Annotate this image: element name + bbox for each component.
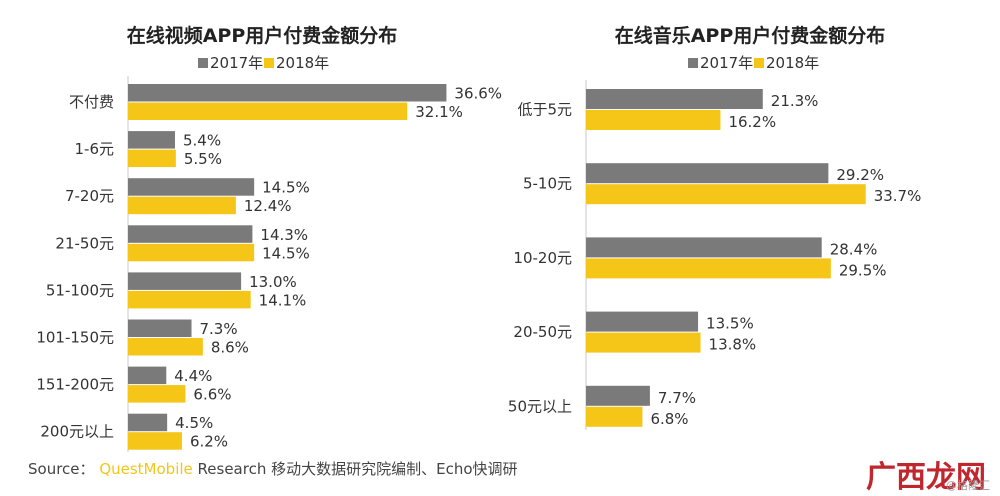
chart-2-bar-2018: [586, 406, 643, 427]
chart-1-bar-2018: [128, 102, 408, 120]
chart-1-data-label: 12.4%: [244, 197, 292, 215]
chart-1-category-label: 200元以上: [40, 423, 114, 441]
chart-1-data-label: 32.1%: [415, 103, 463, 121]
chart-2-data-label: 13.8%: [709, 336, 757, 354]
chart-2-data-label: 13.5%: [706, 315, 754, 333]
chart-1-legend-label-1: 2017年: [210, 54, 263, 72]
chart-1-category-label: 151-200元: [36, 376, 114, 394]
chart-2-title: 在线音乐APP用户付费金额分布: [615, 24, 886, 47]
chart-1-bar-2017: [128, 413, 168, 432]
chart-2-data-label: 28.4%: [830, 240, 878, 258]
chart-1-bar-2017: [128, 225, 253, 243]
chart-1-bar-2017: [128, 84, 447, 102]
chart-1-bar-2018: [128, 196, 236, 215]
chart-1-data-label: 4.4%: [174, 367, 212, 385]
chart-1-bar-2018: [128, 243, 255, 262]
chart-1-bar-2017: [128, 319, 192, 337]
chart-1-data-label: 4.5%: [175, 414, 213, 432]
chart-2-data-label: 29.2%: [836, 166, 884, 184]
chart-1-bar-2018: [128, 290, 251, 309]
chart-1-legend-swatch-1: [198, 58, 208, 68]
chart-1-bar-2018: [128, 149, 176, 168]
chart-1-data-label: 13.0%: [249, 273, 297, 291]
chart-1-bar-2017: [128, 178, 255, 196]
chart-1-category-label: 7-20元: [65, 187, 114, 205]
source-rest: Research 移动大数据研究院编制、Echo快调研: [192, 460, 518, 478]
chart-2-legend-swatch-2: [754, 58, 764, 68]
chart-1-data-label: 14.1%: [259, 291, 307, 309]
chart-1-bar-2018: [128, 338, 203, 356]
chart-1-category-label: 101-150元: [36, 329, 114, 347]
chart-1-data-label: 14.5%: [262, 244, 310, 262]
chart-1-data-label: 8.6%: [211, 339, 249, 357]
chart-2-data-label: 6.8%: [650, 410, 688, 428]
chart-1-data-label: 14.3%: [260, 226, 308, 244]
chart-1-category-label: 21-50元: [55, 234, 114, 252]
chart-1-category-label: 不付费: [69, 93, 114, 111]
chart-2-bar-2018: [586, 184, 866, 205]
chart-1-legend-label-2: 2018年: [276, 54, 329, 72]
chart-2-bar-2018: [586, 258, 831, 279]
chart-1-bar-2017: [128, 131, 175, 149]
watermark-handle: @格隆汇: [946, 479, 990, 492]
chart-2-legend-label-1: 2017年: [700, 54, 753, 72]
chart-1-bar-2017: [128, 272, 242, 290]
chart-2-data-label: 21.3%: [771, 92, 819, 110]
chart-1-data-label: 6.6%: [193, 386, 231, 404]
chart-1-data-label: 5.5%: [184, 150, 222, 168]
source-brand: QuestMobile: [99, 460, 193, 478]
chart-1-data-label: 14.5%: [262, 179, 310, 197]
chart-1-data-label: 5.4%: [183, 132, 221, 150]
source-note: Source： QuestMobile Research 移动大数据研究院编制、…: [28, 458, 518, 479]
chart-2-data-label: 29.5%: [839, 261, 887, 279]
chart-2-legend-swatch-1: [688, 58, 698, 68]
chart-1-title: 在线视频APP用户付费金额分布: [127, 24, 398, 47]
chart-2-bar-2017: [586, 89, 763, 109]
chart-1-data-label: 36.6%: [454, 85, 502, 103]
chart-2-bar-2017: [586, 311, 699, 332]
chart-1-category-label: 1-6元: [75, 140, 115, 158]
chart-2-category-label: 20-50元: [513, 323, 572, 341]
chart-2-bar-2017: [586, 163, 829, 184]
chart-2-bar-2018: [586, 110, 721, 130]
chart-2-category-label: 低于5元: [517, 101, 572, 119]
chart-1-category-label: 51-100元: [46, 281, 114, 299]
chart-2-legend-label-2: 2018年: [766, 54, 819, 72]
chart-2-data-label: 33.7%: [874, 187, 922, 205]
chart-2-category-label: 5-10元: [523, 175, 572, 193]
chart-2-bar-2018: [586, 332, 701, 353]
chart-2-category-label: 50元以上: [508, 397, 572, 415]
chart-1-bar-2018: [128, 385, 186, 403]
chart-2-data-label: 16.2%: [728, 113, 776, 131]
chart-2-data-label: 7.7%: [658, 389, 696, 407]
chart-2-bar-2017: [586, 385, 650, 406]
chart-1-bar-2018: [128, 432, 182, 450]
source-prefix: Source：: [28, 460, 95, 478]
chart-1-data-label: 6.2%: [190, 433, 228, 451]
chart-2-category-label: 10-20元: [513, 249, 572, 267]
chart-2-bar-2017: [586, 237, 822, 258]
chart-1-data-label: 7.3%: [200, 320, 238, 338]
chart-1-legend-swatch-2: [264, 58, 274, 68]
watermark-logo: 广西龙网: [866, 460, 986, 495]
chart-1-bar-2017: [128, 366, 167, 385]
